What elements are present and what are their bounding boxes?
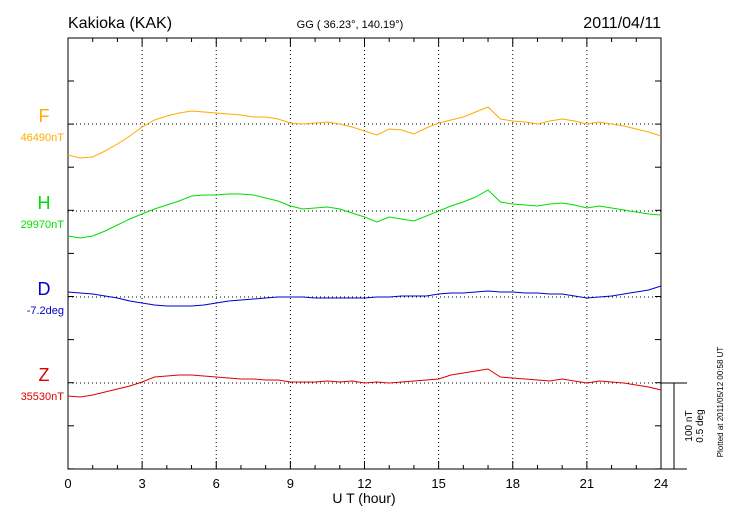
scale-bar-deg-label: 0.5 deg [695, 409, 706, 442]
series-d-name: D [38, 279, 51, 299]
x-tick-label-18: 18 [506, 476, 520, 491]
series-z-line [67, 368, 662, 398]
series-f-baseline-value: 46490nT [21, 132, 65, 144]
axis-ticks [67, 38, 662, 470]
x-tick-label-6: 6 [213, 476, 220, 491]
x-tick-label-12: 12 [357, 476, 371, 491]
x-tick-label-24: 24 [654, 476, 668, 491]
series-f-name: F [39, 106, 50, 126]
series-h-line [67, 189, 662, 239]
x-tick-label-21: 21 [580, 476, 594, 491]
station-title: Kakioka (KAK) [68, 15, 172, 32]
series-labels: F 46490nT H 29970nT D -7.2deg Z 35530nT [21, 106, 65, 403]
series-z-baseline-value: 35530nT [21, 391, 65, 403]
x-tick-labels: 0 3 6 9 12 15 18 21 24 [64, 476, 668, 491]
scale-bar-nt-label: 100 nT [684, 410, 695, 441]
plotted-timestamp: Plotted at 2011/05/12 00:58 UT [716, 347, 725, 458]
x-tick-label-15: 15 [431, 476, 445, 491]
x-tick-label-0: 0 [64, 476, 71, 491]
series-d-line [67, 285, 662, 307]
x-tick-label-9: 9 [287, 476, 294, 491]
series-lines [67, 106, 662, 398]
vertical-gridlines [141, 38, 588, 469]
series-z-name: Z [39, 365, 50, 385]
date-title: 2011/04/11 [583, 15, 661, 32]
geographic-coordinates: GG ( 36.23°, 140.19°) [297, 19, 404, 31]
series-f-line [67, 106, 662, 159]
series-h-baseline-value: 29970nT [21, 219, 65, 231]
scale-bar: 100 nT 0.5 deg [661, 382, 706, 470]
x-axis-label: U T (hour) [332, 490, 395, 506]
series-h-name: H [38, 193, 51, 213]
series-d-baseline-value: -7.2deg [27, 305, 64, 317]
x-tick-label-3: 3 [139, 476, 146, 491]
